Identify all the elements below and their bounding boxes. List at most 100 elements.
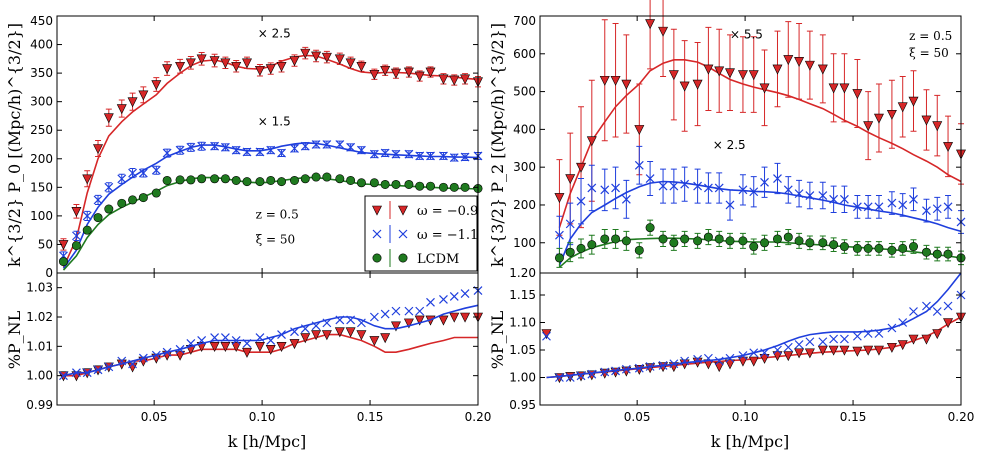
data-point bbox=[369, 69, 380, 80]
data-point bbox=[266, 336, 276, 345]
data-point bbox=[886, 342, 897, 353]
data-point bbox=[265, 344, 276, 355]
y-tick-label: 700 bbox=[513, 14, 536, 28]
data-point bbox=[828, 83, 839, 94]
data-point bbox=[634, 125, 645, 136]
data-point bbox=[576, 243, 586, 253]
data-point bbox=[738, 236, 748, 246]
y-axis-label: %P_NL bbox=[5, 310, 24, 369]
data-point bbox=[346, 315, 356, 325]
data-point bbox=[93, 144, 104, 155]
data-point bbox=[658, 181, 668, 191]
data-point bbox=[197, 141, 207, 151]
data-point bbox=[231, 336, 241, 345]
data-point bbox=[242, 338, 252, 348]
series-w-minus-0.9 bbox=[554, 0, 966, 236]
data-point bbox=[669, 359, 679, 369]
annotation-scale-2.5: × 2.5 bbox=[713, 138, 746, 152]
data-point bbox=[783, 342, 793, 352]
data-point bbox=[415, 181, 425, 191]
data-point bbox=[725, 200, 735, 210]
x-axis-label: k [h/Mpc] bbox=[228, 432, 307, 451]
legend-label: ω = −0.9 bbox=[417, 204, 478, 219]
data-point bbox=[346, 142, 356, 152]
y-tick-label: 1.10 bbox=[509, 316, 536, 330]
y-tick-label: 200 bbox=[30, 152, 53, 166]
data-point bbox=[679, 81, 690, 92]
legend-label: ω = −1.1 bbox=[417, 228, 478, 243]
data-point bbox=[804, 60, 815, 71]
annotation-xi: ξ = 50 bbox=[256, 232, 296, 246]
data-point bbox=[783, 351, 794, 362]
data-point bbox=[104, 182, 114, 192]
data-point bbox=[210, 174, 220, 184]
data-point bbox=[921, 247, 931, 257]
y-tick-label: 200 bbox=[513, 198, 536, 212]
data-point bbox=[103, 113, 114, 124]
data-point bbox=[460, 312, 471, 323]
data-point bbox=[576, 371, 586, 381]
data-point bbox=[749, 242, 759, 252]
data-point bbox=[138, 90, 149, 101]
data-point bbox=[760, 177, 769, 187]
legend-frame bbox=[364, 195, 478, 272]
data-point bbox=[725, 353, 735, 363]
data-point bbox=[390, 321, 401, 332]
data-point bbox=[356, 330, 367, 341]
data-point bbox=[897, 340, 908, 351]
data-point bbox=[414, 315, 425, 326]
data-point bbox=[576, 196, 586, 206]
plot-frame bbox=[539, 272, 962, 406]
data-point bbox=[322, 140, 332, 149]
data-point bbox=[576, 162, 587, 173]
y-tick-label: 1.20 bbox=[509, 266, 536, 280]
y-axis-label: k^{3/2} P_2 [(Mpc/h)^{3/2}] bbox=[488, 23, 507, 267]
y-axis-label: %P_NL bbox=[488, 310, 507, 369]
data-point bbox=[128, 195, 138, 205]
data-point bbox=[254, 65, 265, 76]
data-point bbox=[783, 185, 793, 195]
data-point bbox=[404, 306, 414, 316]
data-point bbox=[839, 345, 850, 356]
data-point bbox=[839, 194, 849, 204]
data-point bbox=[300, 174, 310, 184]
data-point bbox=[658, 26, 669, 37]
y-tick-label: 400 bbox=[513, 122, 536, 136]
data-point bbox=[897, 102, 908, 113]
data-point bbox=[334, 327, 345, 338]
data-point bbox=[772, 351, 783, 362]
y-tick-label: 300 bbox=[30, 95, 53, 109]
x-tick-label: 0.20 bbox=[948, 410, 975, 424]
data-point bbox=[311, 321, 321, 331]
data-point bbox=[863, 121, 874, 132]
data-point bbox=[175, 344, 185, 354]
data-point bbox=[943, 142, 954, 153]
x-tick-label: 0.15 bbox=[357, 410, 384, 424]
data-point bbox=[714, 362, 725, 373]
data-point bbox=[311, 51, 322, 62]
y-tick-label: 350 bbox=[30, 66, 53, 80]
data-point bbox=[71, 241, 81, 251]
data-point bbox=[586, 136, 597, 147]
data-point bbox=[403, 318, 414, 329]
panel-top-left: 0 50 100 150 200 250 300 350 400 450 × 2.5 × 1.5 z =… bbox=[5, 14, 483, 280]
data-point bbox=[300, 333, 311, 344]
data-point bbox=[276, 342, 287, 353]
data-point bbox=[565, 373, 575, 382]
data-point bbox=[72, 231, 81, 241]
y-tick-label: 600 bbox=[513, 47, 536, 61]
data-point bbox=[738, 351, 748, 360]
data-point bbox=[209, 342, 220, 353]
data-point bbox=[828, 345, 839, 356]
data-point bbox=[151, 165, 161, 175]
y-axis-label: k^{3/2} P_0 [(Mpc/h)^{3/2}] bbox=[5, 23, 24, 267]
data-point bbox=[794, 57, 805, 68]
data-point bbox=[668, 70, 679, 81]
data-point bbox=[390, 68, 401, 79]
data-point bbox=[185, 58, 196, 69]
data-point bbox=[748, 70, 759, 81]
data-point bbox=[220, 333, 230, 342]
data-point bbox=[908, 334, 919, 345]
legend-entry: ω = −1.1 bbox=[372, 225, 478, 243]
data-point bbox=[587, 183, 597, 193]
